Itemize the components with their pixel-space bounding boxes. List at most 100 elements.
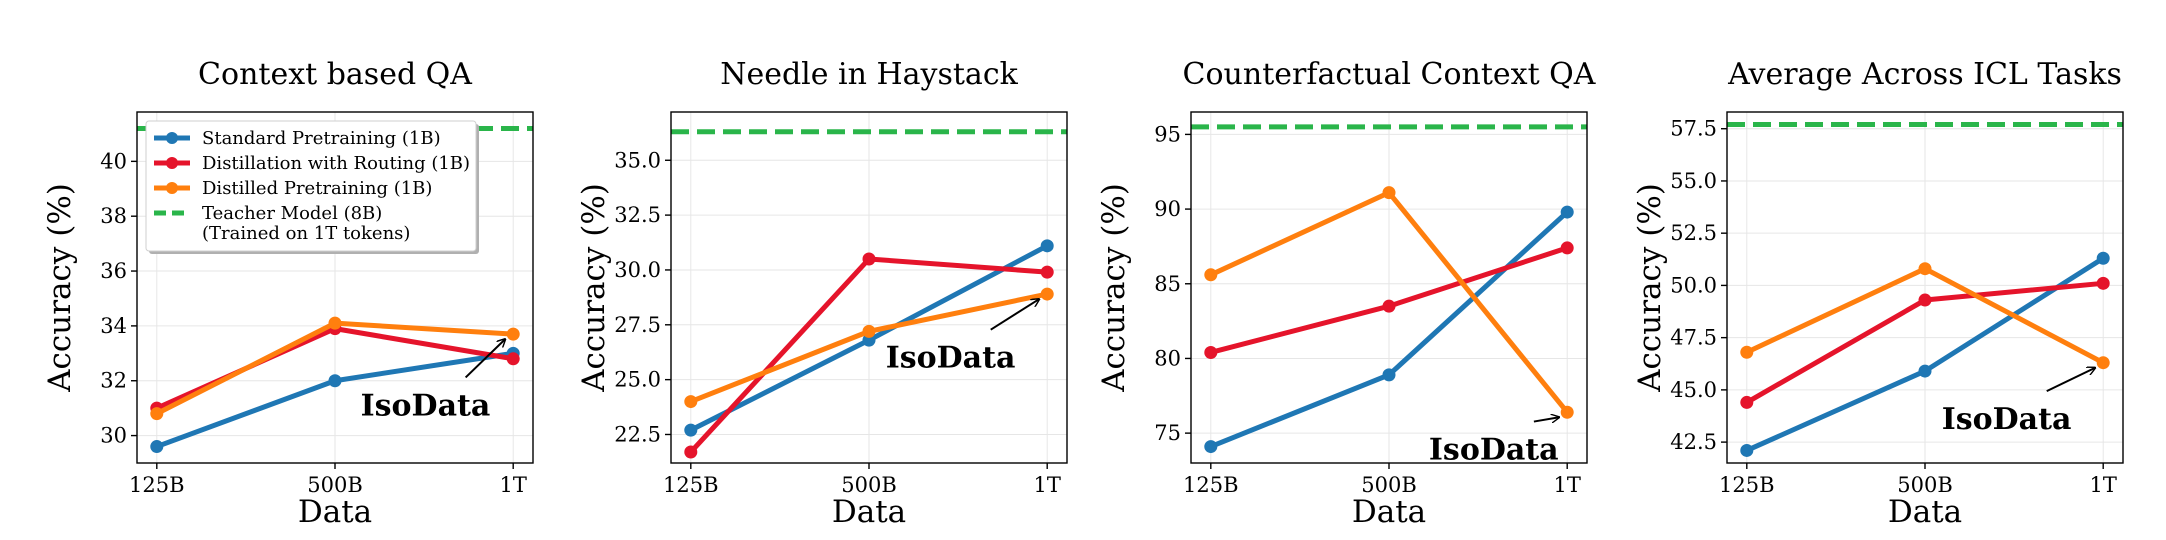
x-axis-label: Data bbox=[1888, 494, 1962, 530]
y-tick-label: 38 bbox=[100, 204, 127, 228]
chart-panels: 30 32 34 36 38 40 125B 500B 1T Context based QA Da… bbox=[42, 57, 2124, 530]
chart-title: Context based QA bbox=[198, 57, 472, 92]
y-tick-label: 30.0 bbox=[614, 258, 661, 282]
x-tick-label: 125B bbox=[1183, 473, 1239, 497]
data-point-standard bbox=[1382, 368, 1396, 382]
x-tick-label: 500B bbox=[1361, 473, 1417, 497]
x-axis-label: Data bbox=[298, 494, 372, 530]
y-axis-label: Accuracy (%) bbox=[1632, 183, 1668, 393]
y-tick-label: 36 bbox=[100, 259, 127, 283]
x-tick-label: 1T bbox=[1034, 473, 1061, 497]
y-tick-label: 25.0 bbox=[614, 368, 661, 392]
data-point-distilled bbox=[506, 327, 520, 341]
data-point-standard bbox=[1918, 364, 1932, 378]
data-point-standard bbox=[328, 374, 342, 388]
y-tick-label: 34 bbox=[100, 314, 127, 338]
data-point-routing bbox=[2096, 276, 2110, 290]
annotation-arrow bbox=[464, 339, 506, 379]
y-axis-label: Accuracy (%) bbox=[42, 183, 78, 393]
legend-label: Teacher Model (8B) bbox=[202, 203, 382, 224]
x-axis-label: Data bbox=[1352, 494, 1426, 530]
y-tick-label: 80 bbox=[1154, 346, 1181, 370]
chart-title: Counterfactual Context QA bbox=[1183, 57, 1596, 92]
data-point-distilled bbox=[1560, 405, 1574, 419]
annotation-arrow bbox=[1533, 417, 1559, 421]
legend-marker-standard bbox=[166, 132, 178, 144]
data-point-routing bbox=[1560, 241, 1574, 255]
data-point-routing bbox=[862, 252, 876, 266]
data-point-distilled bbox=[1204, 268, 1218, 282]
data-point-standard bbox=[1740, 443, 1754, 457]
y-axis-label: Accuracy (%) bbox=[576, 183, 612, 393]
data-point-distilled bbox=[328, 316, 342, 330]
y-tick-label: 45.0 bbox=[1670, 378, 1717, 402]
x-tick-label: 1T bbox=[1554, 473, 1581, 497]
data-point-distilled bbox=[684, 395, 698, 409]
data-point-distilled bbox=[862, 324, 876, 338]
data-point-distilled bbox=[2096, 356, 2110, 370]
y-tick-label: 30 bbox=[100, 424, 127, 448]
y-tick-label: 57.5 bbox=[1670, 117, 1717, 141]
x-axis-label: Data bbox=[832, 494, 906, 530]
y-tick-label: 32 bbox=[100, 369, 127, 393]
chart-title: Average Across ICL Tasks bbox=[1727, 57, 2122, 92]
x-tick-label: 125B bbox=[1719, 473, 1775, 497]
legend-label: Standard Pretraining (1B) bbox=[202, 128, 441, 149]
y-tick-label: 27.5 bbox=[614, 313, 661, 337]
y-tick-label: 35.0 bbox=[614, 148, 661, 172]
x-tick-label: 500B bbox=[307, 473, 363, 497]
data-point-routing bbox=[1382, 299, 1396, 313]
annotation-text: IsoData bbox=[1429, 433, 1559, 468]
y-tick-label: 42.5 bbox=[1670, 430, 1717, 454]
chart-panel-4: 42.5 45.0 47.5 50.0 52.5 55.0 57.5 125B 500B 1T Av… bbox=[1632, 57, 2124, 530]
data-point-routing bbox=[684, 445, 698, 459]
legend-label: Distillation with Routing (1B) bbox=[202, 153, 470, 174]
x-tick-label: 1T bbox=[500, 473, 527, 497]
x-tick-label: 1T bbox=[2090, 473, 2117, 497]
data-point-routing bbox=[1204, 345, 1218, 359]
data-point-distilled bbox=[1382, 186, 1396, 200]
legend-box bbox=[145, 120, 477, 252]
y-tick-label: 95 bbox=[1154, 122, 1181, 146]
data-point-routing bbox=[1040, 265, 1054, 279]
annotation-text: IsoData bbox=[1942, 402, 2072, 437]
data-point-standard bbox=[2096, 251, 2110, 265]
data-point-standard bbox=[150, 440, 164, 454]
y-tick-label: 32.5 bbox=[614, 203, 661, 227]
data-point-distilled bbox=[1040, 287, 1054, 301]
annotation-text: IsoData bbox=[361, 388, 491, 423]
annotation-text: IsoData bbox=[886, 341, 1016, 376]
x-tick-label: 125B bbox=[663, 473, 719, 497]
y-tick-label: 85 bbox=[1154, 272, 1181, 296]
y-tick-label: 75 bbox=[1154, 421, 1181, 445]
data-point-routing bbox=[1740, 395, 1754, 409]
data-point-routing bbox=[506, 352, 520, 366]
chart-panel-3: 75 80 85 90 95 125B 500B 1T Counterfactual Conte… bbox=[1096, 57, 1596, 530]
legend-label-line2: (Trained on 1T tokens) bbox=[202, 223, 410, 244]
y-tick-label: 55.0 bbox=[1670, 169, 1717, 193]
y-tick-label: 50.0 bbox=[1670, 273, 1717, 297]
data-point-distilled bbox=[150, 407, 164, 421]
y-axis-label: Accuracy (%) bbox=[1096, 183, 1132, 393]
data-point-standard bbox=[1040, 239, 1054, 253]
annotation-arrow bbox=[990, 299, 1039, 331]
y-tick-label: 22.5 bbox=[614, 422, 661, 446]
y-tick-label: 40 bbox=[100, 149, 127, 173]
legend-marker-routing bbox=[166, 157, 178, 169]
data-point-standard bbox=[684, 423, 698, 437]
data-point-distilled bbox=[1918, 262, 1932, 276]
chart-panel-2: 22.5 25.0 27.5 30.0 32.5 35.0 125B 500B 1T Needle… bbox=[576, 57, 1068, 530]
data-point-routing bbox=[1918, 293, 1932, 307]
x-tick-label: 500B bbox=[1897, 473, 1953, 497]
x-tick-label: 125B bbox=[129, 473, 185, 497]
chart-title: Needle in Haystack bbox=[720, 57, 1018, 92]
legend-label: Distilled Pretraining (1B) bbox=[202, 178, 432, 199]
annotation-arrow bbox=[2046, 368, 2095, 393]
y-tick-label: 52.5 bbox=[1670, 221, 1717, 245]
data-point-standard bbox=[1204, 440, 1218, 454]
legend-marker-distilled bbox=[166, 182, 178, 194]
data-point-standard bbox=[1560, 205, 1574, 219]
x-tick-label: 500B bbox=[841, 473, 897, 497]
y-tick-label: 90 bbox=[1154, 197, 1181, 221]
